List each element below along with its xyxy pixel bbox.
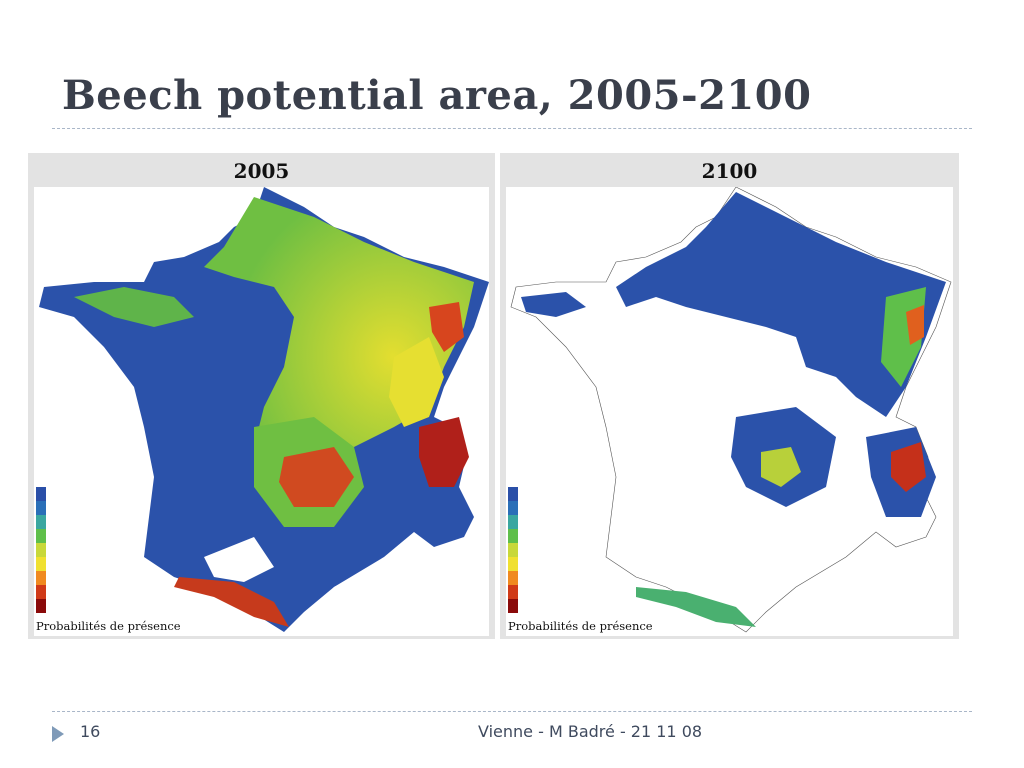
red-zone-massif-central <box>279 447 354 507</box>
red-zone-pyrenees <box>174 577 289 627</box>
red-zone-vosges <box>906 305 924 345</box>
probability-map-2100 <box>508 187 952 633</box>
red-zone-alps <box>419 417 469 487</box>
legend-colorbar <box>36 487 46 613</box>
map-panel-2100: 2100 <box>500 153 959 639</box>
yellow-zone-center <box>761 447 801 487</box>
title-divider <box>52 128 972 129</box>
green-zone-west <box>74 287 194 327</box>
map-france-2005: Probabilités de présence <box>34 187 489 636</box>
absent-zone-southwest <box>204 537 274 582</box>
map-panel-2005: 2005 <box>28 153 495 639</box>
legend-caption: Probabilités de présence <box>508 619 653 633</box>
blue-zone-brittany <box>521 292 586 317</box>
yellow-zone-east <box>389 337 444 427</box>
green-zone-pyrenees <box>636 587 756 627</box>
map-france-2100: Probabilités de présence <box>506 187 953 636</box>
slide-title: Beech potential area, 2005-2100 <box>62 72 812 119</box>
absent-zone-south <box>304 547 479 636</box>
legend-colorbar <box>508 487 518 613</box>
map-year-label: 2005 <box>233 159 290 183</box>
legend-caption: Probabilités de présence <box>36 619 181 633</box>
probability-map-2005 <box>36 187 489 636</box>
footer-text: Vienne - M Badré - 21 11 08 <box>478 722 703 741</box>
footer-divider <box>52 711 972 712</box>
red-zone-alps <box>891 442 926 492</box>
page-number: 16 <box>80 722 101 741</box>
map-year-label: 2100 <box>701 159 758 183</box>
red-zone-vosges <box>429 302 464 352</box>
bullet-arrow-icon <box>52 726 64 742</box>
blue-zone-north <box>616 192 946 417</box>
